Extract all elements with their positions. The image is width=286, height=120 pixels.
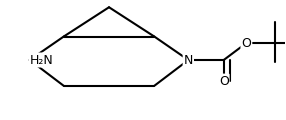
Text: H₂N: H₂N: [30, 54, 53, 66]
Text: O: O: [241, 36, 251, 50]
Text: N: N: [184, 54, 193, 66]
Text: O: O: [219, 75, 229, 88]
